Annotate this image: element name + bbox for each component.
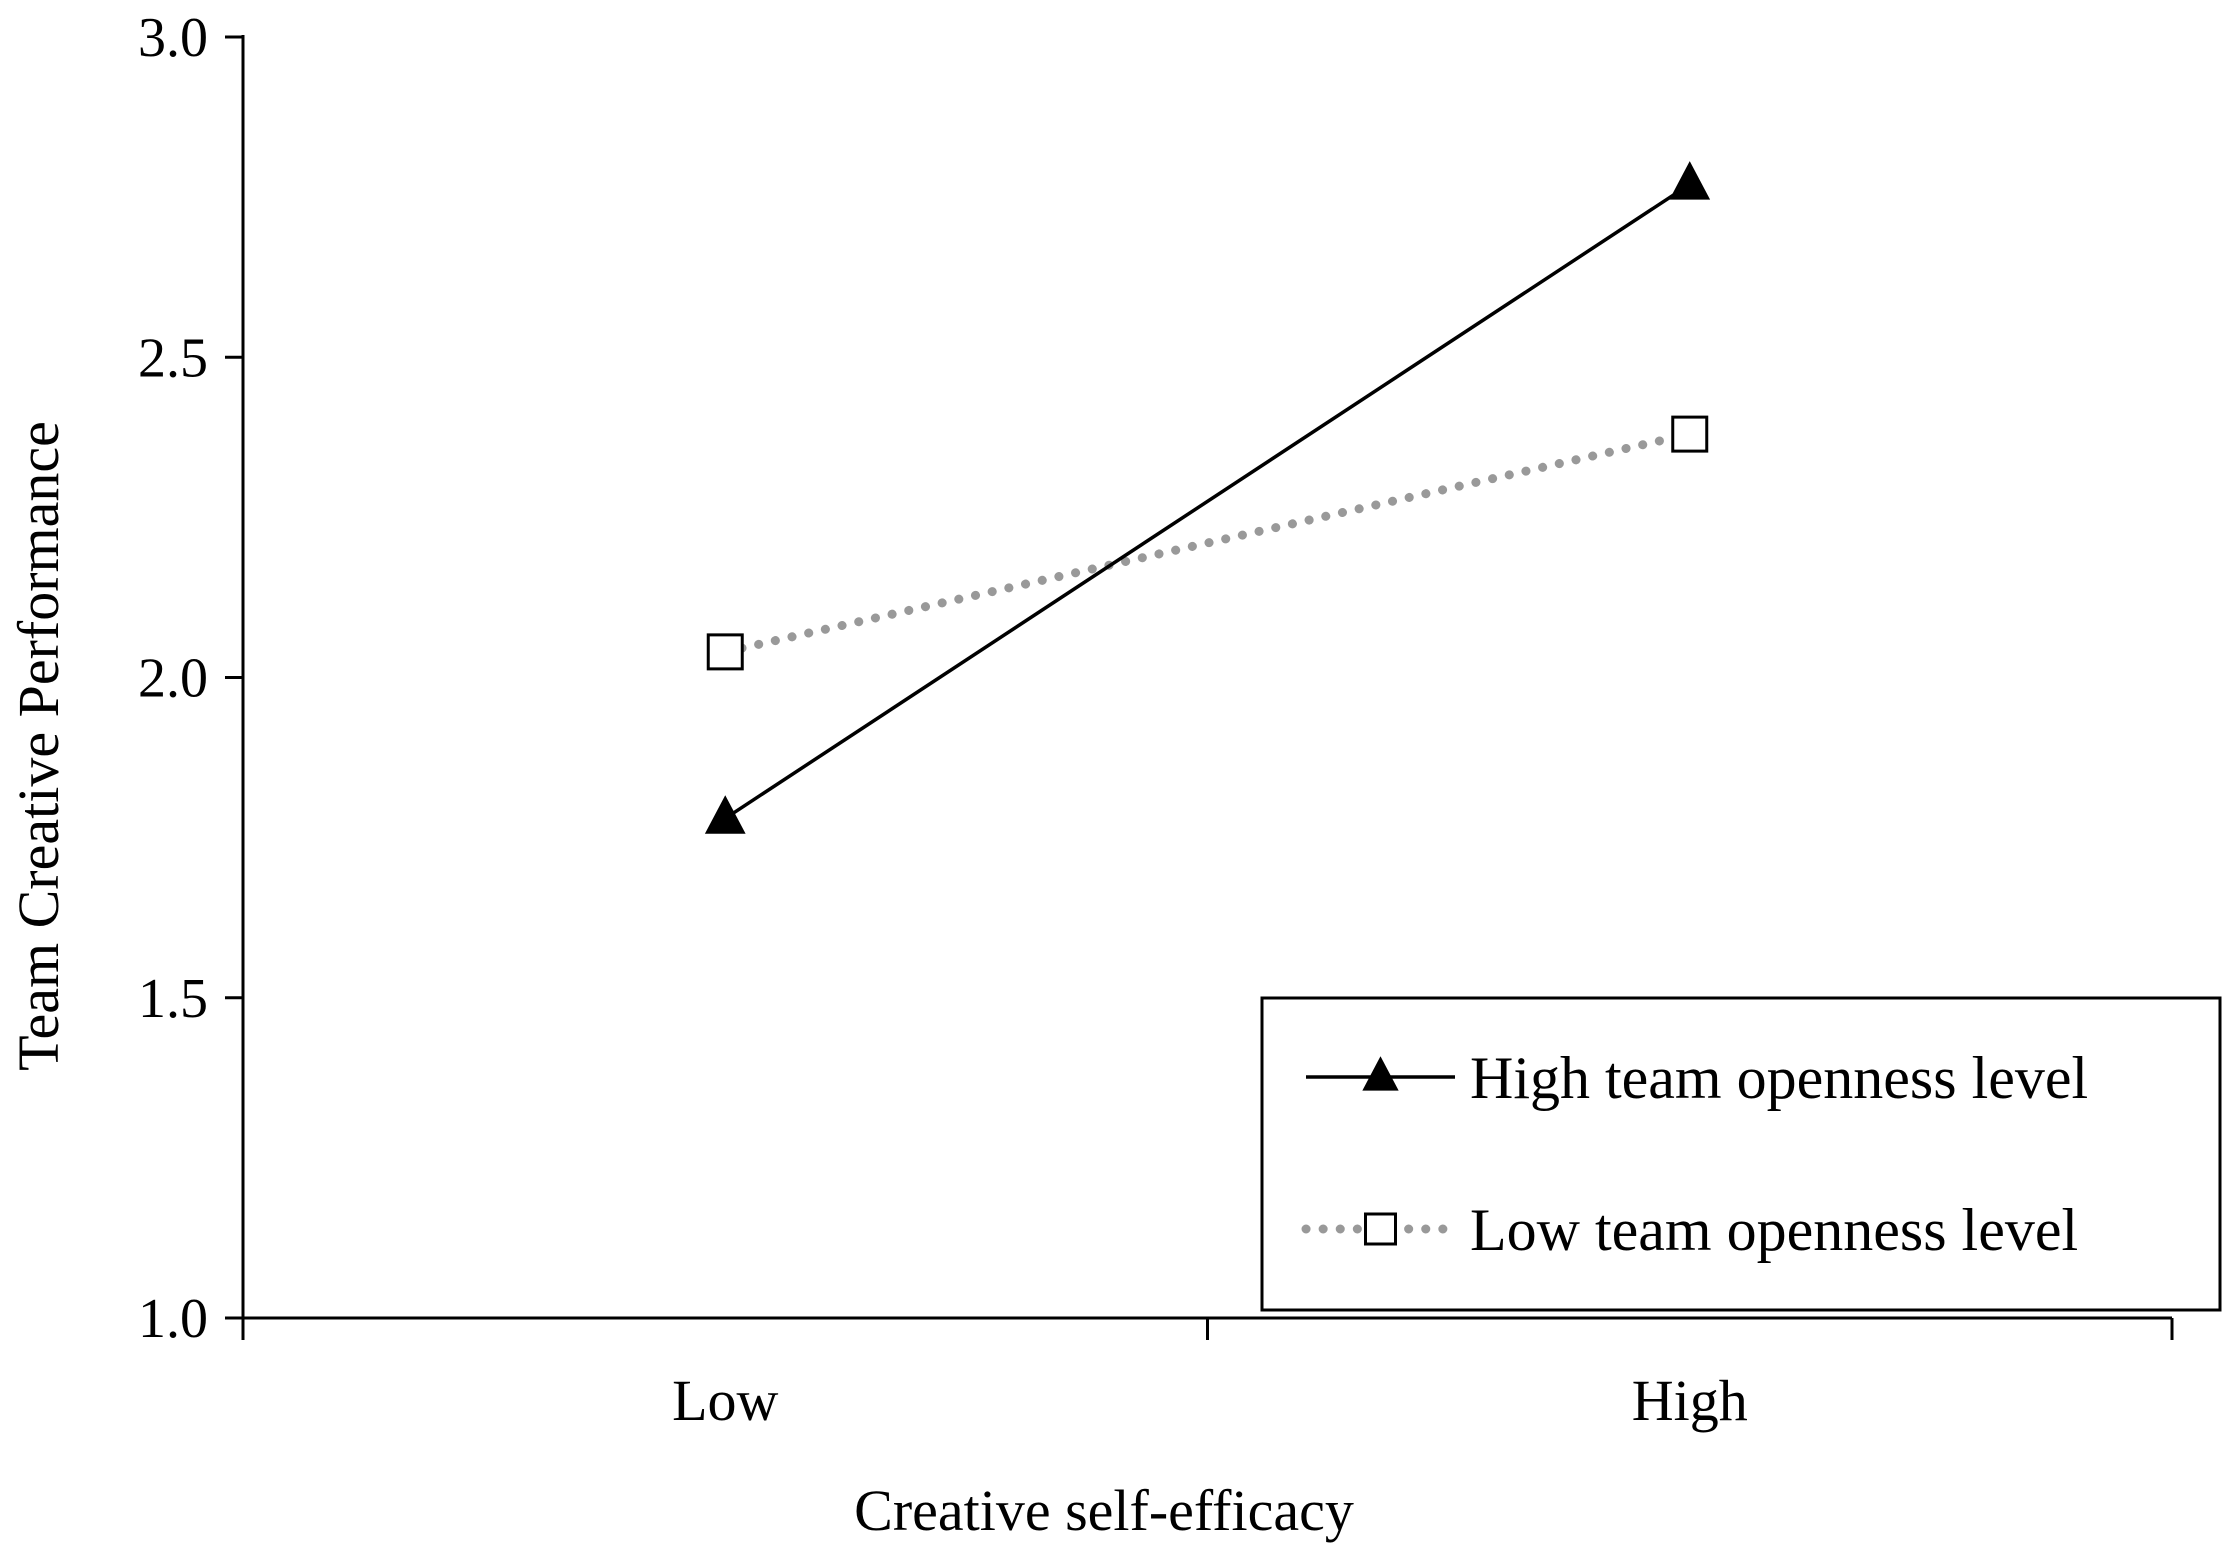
y-tick-label: 1.0: [138, 1288, 208, 1350]
legend-box: [1260, 996, 2222, 1312]
x-tick-label: Low: [672, 1368, 778, 1433]
y-axis-title: Team Creative Performance: [6, 421, 71, 1071]
data-point-marker: [706, 633, 744, 671]
y-tick-label: 2.0: [138, 648, 208, 710]
legend-marker: [1364, 1212, 1397, 1246]
axes: 1.0 1.5 2.0 2.5 3.0 Low High: [138, 7, 2174, 1433]
series-line: [724, 182, 1691, 820]
y-tick-label: 3.0: [138, 7, 208, 69]
series-line: [720, 429, 1695, 657]
y-tick-label: 1.5: [138, 968, 208, 1030]
data-point-marker: [1671, 415, 1709, 453]
x-tick-label: High: [1632, 1368, 1748, 1433]
data-point-marker: [704, 795, 746, 834]
y-tick-label: 2.5: [138, 327, 208, 389]
series-layer: [704, 161, 1711, 834]
x-axis-title: Creative self-efficacy: [854, 1478, 1354, 1543]
legend-marker: [1362, 1056, 1399, 1091]
data-point-marker: [1669, 161, 1711, 200]
legend-label: Low team openness level: [1470, 1197, 2078, 1263]
legend: High team openness level Low team opennes…: [1260, 996, 2222, 1312]
legend-label: High team openness level: [1470, 1045, 2088, 1111]
